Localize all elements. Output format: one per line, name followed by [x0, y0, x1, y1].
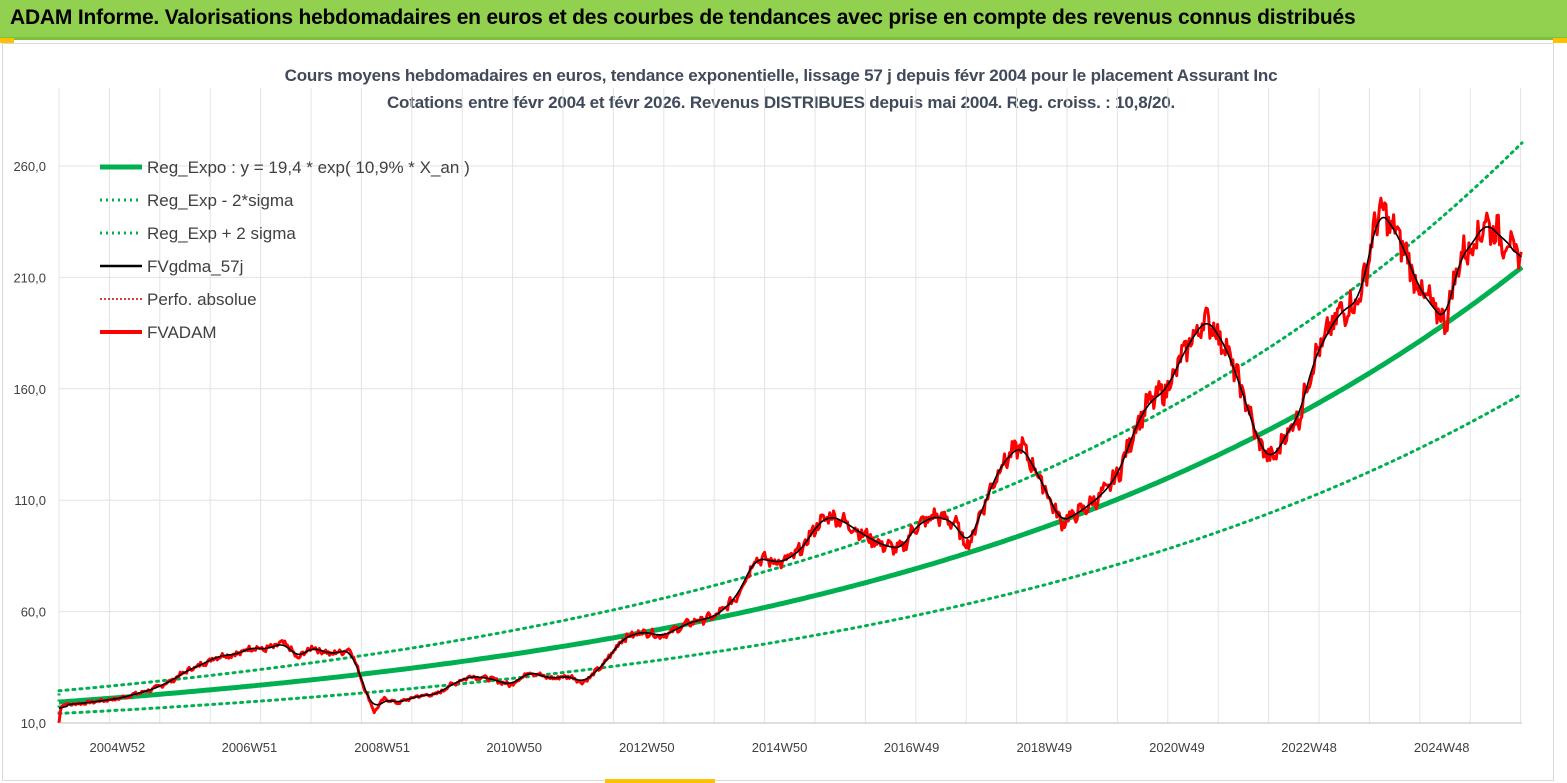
- x-tick-label: 2020W49: [1149, 740, 1205, 755]
- legend-reg-exp-plus: Reg_Exp + 2 sigma: [100, 224, 296, 243]
- x-tick-label: 2018W49: [1016, 740, 1072, 755]
- legend: Reg_Expo : y = 19,4 * exp( 10,9% * X_an …: [100, 158, 470, 342]
- legend-perfo-absolue: Perfo. absolue: [100, 290, 257, 309]
- legend-label: Reg_Expo : y = 19,4 * exp( 10,9% * X_an …: [147, 158, 470, 177]
- legend-fvgdma: FVgdma_57j: [100, 257, 243, 276]
- legend-reg-expo: Reg_Expo : y = 19,4 * exp( 10,9% * X_an …: [100, 158, 470, 177]
- x-tick-label: 2012W50: [619, 740, 675, 755]
- x-tick-label: 2022W48: [1281, 740, 1337, 755]
- report-header: ADAM Informe. Valorisations hebdomadaire…: [0, 0, 1567, 40]
- legend-label: FVADAM: [147, 323, 217, 342]
- legend-label: Reg_Exp + 2 sigma: [147, 224, 296, 243]
- report-title: ADAM Informe. Valorisations hebdomadaire…: [10, 6, 1356, 29]
- y-tick-label: 110,0: [14, 493, 46, 508]
- x-tick-label: 2024W48: [1414, 740, 1470, 755]
- sheet-tab-marker: [605, 779, 715, 783]
- legend-label: FVgdma_57j: [147, 257, 243, 276]
- x-tick-label: 2006W51: [222, 740, 278, 755]
- y-tick-label: 260,0: [13, 159, 46, 174]
- y-tick-label: 210,0: [13, 270, 46, 285]
- x-tick-label: 2010W50: [486, 740, 542, 755]
- series-fvgdma-57j: [58, 216, 1522, 710]
- series-reg-exp-minus-2sigma: [57, 392, 1524, 715]
- y-tick-label: 60,0: [21, 605, 46, 620]
- header-accent-right: [1553, 38, 1567, 43]
- y-tick-label: 160,0: [13, 382, 46, 397]
- series-layer: [57, 141, 1524, 724]
- x-tick-label: 2008W51: [354, 740, 410, 755]
- axes: 10,0 60,0 110,0 160,0 210,0 260,0 2004W52 2006W…: [13, 159, 1522, 755]
- legend-label: Reg_Exp - 2*sigma: [147, 191, 294, 210]
- series-reg-expo: [58, 265, 1524, 705]
- legend-fvadam: FVADAM: [100, 323, 217, 342]
- header-accent-left: [0, 38, 14, 43]
- chart-title-block: Cours moyens hebdomadaires en euros, ten…: [0, 62, 1562, 116]
- x-tick-label: 2014W50: [752, 740, 808, 755]
- chart-subtitle: Cotations entre févr 2004 et févr 2026. …: [386, 93, 1176, 112]
- chart-title: Cours moyens hebdomadaires en euros, ten…: [284, 66, 1278, 85]
- legend-label: Perfo. absolue: [147, 290, 257, 309]
- y-tick-label: 10,0: [21, 716, 46, 731]
- legend-reg-exp-minus: Reg_Exp - 2*sigma: [100, 191, 294, 210]
- chart-frame: [2, 43, 1554, 781]
- x-tick-label: 2016W49: [884, 740, 940, 755]
- x-tick-label: 2004W52: [90, 740, 146, 755]
- series-reg-exp-plus-2sigma: [57, 141, 1524, 693]
